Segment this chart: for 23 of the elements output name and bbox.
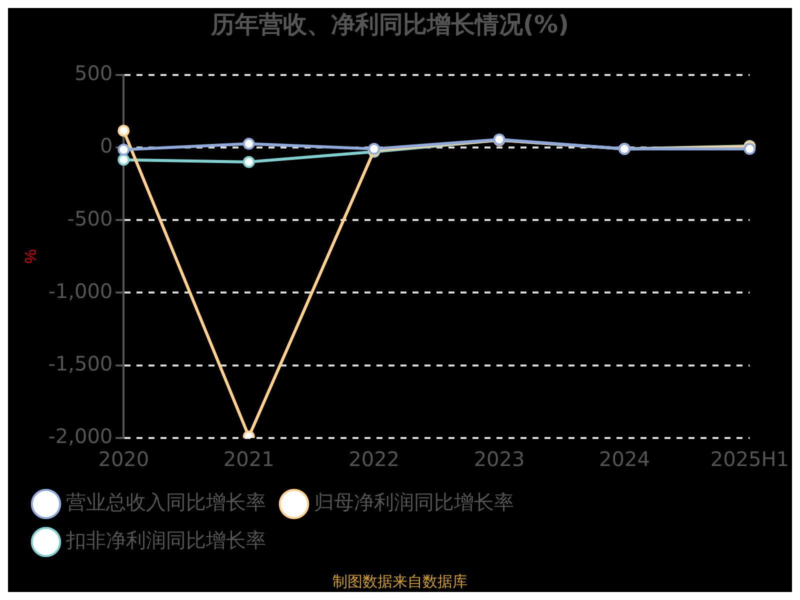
y-tick-label: 500	[74, 61, 113, 86]
x-tick-label: 2022	[348, 447, 400, 472]
point	[242, 156, 255, 168]
x-tick-label: 2023	[474, 447, 525, 472]
y-axis-title: %	[23, 249, 40, 264]
y-tick-label: -1,000	[48, 278, 113, 303]
point	[118, 154, 130, 166]
x-tick-label: 2025H1	[710, 447, 790, 472]
point	[118, 124, 130, 137]
legend-label: 营业总收入同比增长率	[66, 490, 266, 514]
text: 制图数据来自数据库	[332, 572, 468, 590]
point	[242, 138, 255, 150]
legend-label: 归母净利润同比增长率	[314, 490, 514, 514]
x-tick-label: 2024	[599, 447, 650, 472]
y-tick-label: 0	[100, 134, 113, 158]
x-tick-label: 2020	[98, 447, 150, 472]
y-tick-label: -500	[67, 206, 113, 230]
chart-title: 历年营收、净利同比增长情况(%)	[210, 10, 569, 39]
point	[118, 144, 130, 156]
x-tick-label: 2021	[223, 447, 274, 472]
legend-label: 扣非净利润同比增长率	[65, 528, 266, 552]
y-tick-label: -2,000	[48, 424, 113, 448]
y-tick-label: -1,500	[48, 352, 113, 376]
